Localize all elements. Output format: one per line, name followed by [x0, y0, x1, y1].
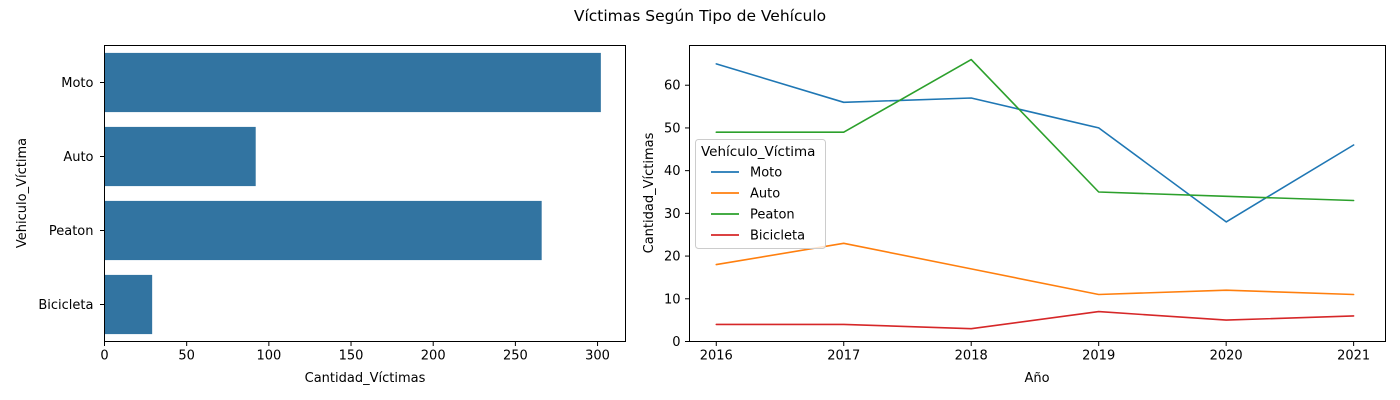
- line-chart-ylabel: Cantidad_Víctimas: [642, 132, 657, 253]
- y-tick-label: 50: [664, 121, 681, 136]
- y-axis-ticks: Moto Auto Peaton Bicicleta: [38, 76, 105, 313]
- x-tick-label: 0: [100, 349, 108, 364]
- y-tick-label: 0: [672, 335, 680, 350]
- x-axis-ticks: 0 50 100 150 200 250 300: [100, 341, 610, 364]
- x-tick-label: 2021: [1337, 349, 1370, 364]
- bar-chart-xlabel: Cantidad_Víctimas: [305, 371, 426, 386]
- legend-items: Moto Auto Peaton Bicicleta: [711, 166, 805, 244]
- x-tick-label: 2016: [700, 349, 733, 364]
- x-tick-label: 2019: [1082, 349, 1115, 364]
- series-line-auto: [715, 242, 1355, 296]
- x-tick-label: 150: [339, 349, 364, 364]
- bar-chart-ylabel: Vehiculo_Víctima: [15, 138, 30, 248]
- y-tick-label-auto: Auto: [63, 150, 93, 165]
- x-tick-label: 2017: [827, 349, 860, 364]
- legend-box: [695, 139, 826, 249]
- y-tick-label-bicicleta: Bicicleta: [38, 298, 93, 313]
- x-tick-label: 50: [178, 349, 195, 364]
- x-tick-label: 250: [503, 349, 528, 364]
- x-tick-label: 300: [585, 349, 610, 364]
- y-tick-label: 60: [664, 79, 681, 94]
- y-tick-label-peaton: Peaton: [49, 224, 94, 239]
- line-chart: 2016 2017 2018 2019 2020 2021 0 10 20 30 40 50 60 A…: [642, 45, 1386, 386]
- y-tick-label-moto: Moto: [61, 76, 93, 91]
- legend-label-bicicleta: Bicicleta: [750, 229, 805, 244]
- y-tick-label: 20: [664, 250, 681, 265]
- bar-chart: 0 50 100 150 200 250 300 Moto Auto Peaton Bicicle…: [15, 45, 626, 386]
- y-tick-label: 10: [664, 292, 681, 307]
- x-axis-ticks: 2016 2017 2018 2019 2020 2021: [700, 341, 1370, 364]
- bar-bicicleta: [104, 274, 153, 335]
- line-chart-frame: [689, 45, 1386, 342]
- x-tick-label: 200: [421, 349, 446, 364]
- y-axis-ticks: 0 10 20 30 40 50 60: [664, 79, 690, 350]
- y-tick-label: 30: [664, 207, 681, 222]
- bar-chart-frame: [104, 45, 626, 342]
- bar-moto: [104, 52, 601, 113]
- line-chart-xlabel: Año: [1024, 371, 1049, 386]
- legend-title: Vehículo_Víctima: [701, 144, 815, 160]
- bar-peaton: [104, 200, 542, 261]
- bar-auto: [104, 126, 256, 187]
- x-tick-label: 100: [256, 349, 281, 364]
- x-tick-label: 2018: [955, 349, 988, 364]
- legend-label-peaton: Peaton: [750, 208, 795, 223]
- series-line-moto: [715, 63, 1355, 223]
- x-tick-label: 2020: [1210, 349, 1243, 364]
- series-line-bicicleta: [715, 310, 1355, 330]
- legend-label-moto: Moto: [750, 166, 782, 181]
- series-line-peaton: [715, 58, 1355, 202]
- figure-title: Víctimas Según Tipo de Vehículo: [574, 7, 826, 25]
- bars-group: [104, 52, 601, 335]
- y-tick-label: 40: [664, 164, 681, 179]
- legend: Vehículo_Víctima Moto Auto Peaton Bicicleta: [695, 139, 826, 249]
- legend-label-auto: Auto: [750, 187, 780, 202]
